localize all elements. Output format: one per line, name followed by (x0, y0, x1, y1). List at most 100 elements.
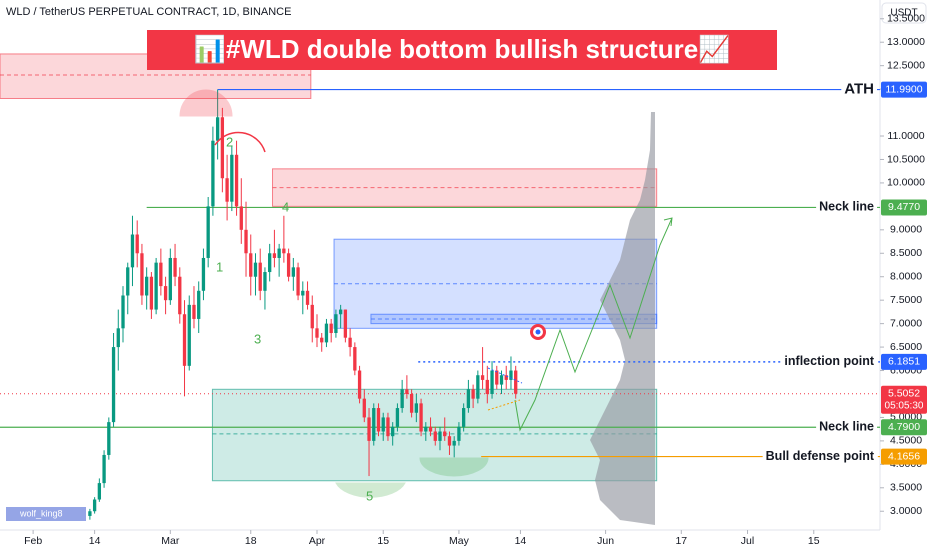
candle-body (353, 347, 357, 371)
y-tick-label: 13.5000 (887, 13, 925, 25)
candle-body (173, 257, 177, 277)
candle-body (154, 262, 158, 310)
candle-body (301, 290, 305, 296)
candle-body (268, 253, 272, 273)
y-tick-label: 10.5000 (887, 153, 925, 165)
candle-body (135, 234, 139, 254)
x-tick-label: 14 (515, 535, 527, 547)
candle-body (391, 426, 395, 437)
countdown: 05:05:30 (885, 400, 924, 411)
candle-body (277, 248, 281, 258)
candle-body (168, 257, 172, 301)
level-name-bg (816, 198, 878, 215)
zones (0, 53, 658, 482)
candle-body (149, 276, 154, 310)
price-badge-label: 4.1656 (888, 450, 920, 462)
candle-body (376, 408, 381, 432)
candle-body (428, 426, 433, 432)
candle-body (192, 304, 196, 319)
currency-button[interactable] (881, 2, 927, 24)
price-badge-label: 11.9900 (885, 83, 922, 95)
level-name: Neck line (819, 420, 874, 434)
top-arc (214, 131, 266, 153)
x-tick-label: 17 (675, 535, 687, 547)
wave-label: 4 (282, 199, 289, 214)
candle-body (433, 431, 437, 441)
last-price-label: 5.5052 (888, 388, 920, 400)
x-tick-label: 15 (808, 535, 820, 547)
x-tick-label: Feb (24, 535, 42, 547)
candle-body (466, 389, 471, 409)
symbol-header: WLD / TetherUS PERPETUAL CONTRACT, 1D, B… (6, 6, 291, 18)
candle-body (457, 426, 461, 441)
y-tick-label: 6.5000 (890, 341, 922, 353)
currency-label[interactable]: USDT (890, 8, 917, 19)
level-name: ATH (844, 81, 874, 98)
candle-body (206, 206, 210, 258)
x-tick-label: Jul (741, 535, 754, 547)
candle-body (286, 253, 291, 277)
candle-body (239, 206, 243, 230)
candle-body (509, 370, 513, 380)
level-name-bg (816, 418, 878, 435)
candle-body (414, 403, 418, 413)
candle-body (220, 117, 225, 179)
candle-body (338, 309, 343, 315)
candle-body (324, 323, 329, 343)
level-name-bg (781, 353, 878, 370)
candle-body (163, 286, 168, 301)
level-name: Bull defense point (766, 449, 875, 463)
candle-body (480, 375, 485, 380)
x-tick-label: May (449, 535, 470, 547)
level-name-bg (762, 447, 878, 464)
candle-body (282, 248, 286, 254)
candle-body (225, 178, 229, 202)
x-tick-label: Jun (597, 535, 614, 547)
candle-body (334, 314, 338, 334)
candle-body (230, 154, 234, 202)
candle-body (504, 375, 508, 380)
candle-body (244, 229, 248, 254)
x-tick-label: 14 (89, 535, 101, 547)
candle-body (234, 154, 239, 207)
watermark-box (6, 507, 86, 521)
candle-body (121, 295, 125, 329)
candle-body (443, 431, 447, 437)
price-badge (881, 81, 927, 98)
candle-body (315, 328, 319, 338)
candle-body (514, 370, 518, 394)
candle-body (471, 389, 475, 399)
y-tick-label: 7.0000 (890, 317, 922, 329)
candle-body (395, 408, 400, 427)
y-tick-label: 3.0000 (890, 505, 922, 517)
candle-body (97, 483, 102, 500)
candle-body (424, 426, 428, 432)
x-tick-label: Apr (309, 535, 326, 547)
x-tick-label: 18 (245, 535, 257, 547)
candle-body (116, 328, 120, 348)
chart-title: 📊#WLD double bottom bullish structure📈 (193, 34, 730, 64)
candle-body (490, 370, 494, 394)
candle-body (159, 262, 163, 287)
bottom-arc (335, 482, 406, 498)
level-name: Neck line (819, 200, 874, 214)
candle-body (197, 290, 201, 319)
candle-body (145, 276, 149, 296)
candle-body (447, 436, 452, 446)
candle-body (310, 304, 314, 329)
candle-body (343, 309, 348, 338)
level-name: inflection point (784, 354, 874, 368)
candle-body (409, 393, 414, 413)
candle-body (178, 276, 182, 315)
y-tick-label: 8.0000 (890, 271, 922, 283)
title-box (147, 30, 777, 70)
candle-body (296, 267, 300, 296)
candle-body (102, 454, 106, 484)
candle-body (367, 417, 371, 441)
level-name-bg (841, 79, 877, 99)
candle-body (211, 140, 215, 207)
x-tick-label: Mar (161, 535, 180, 547)
last-price-badge (881, 385, 927, 414)
candle-body (253, 262, 258, 277)
candle-body (357, 370, 362, 399)
